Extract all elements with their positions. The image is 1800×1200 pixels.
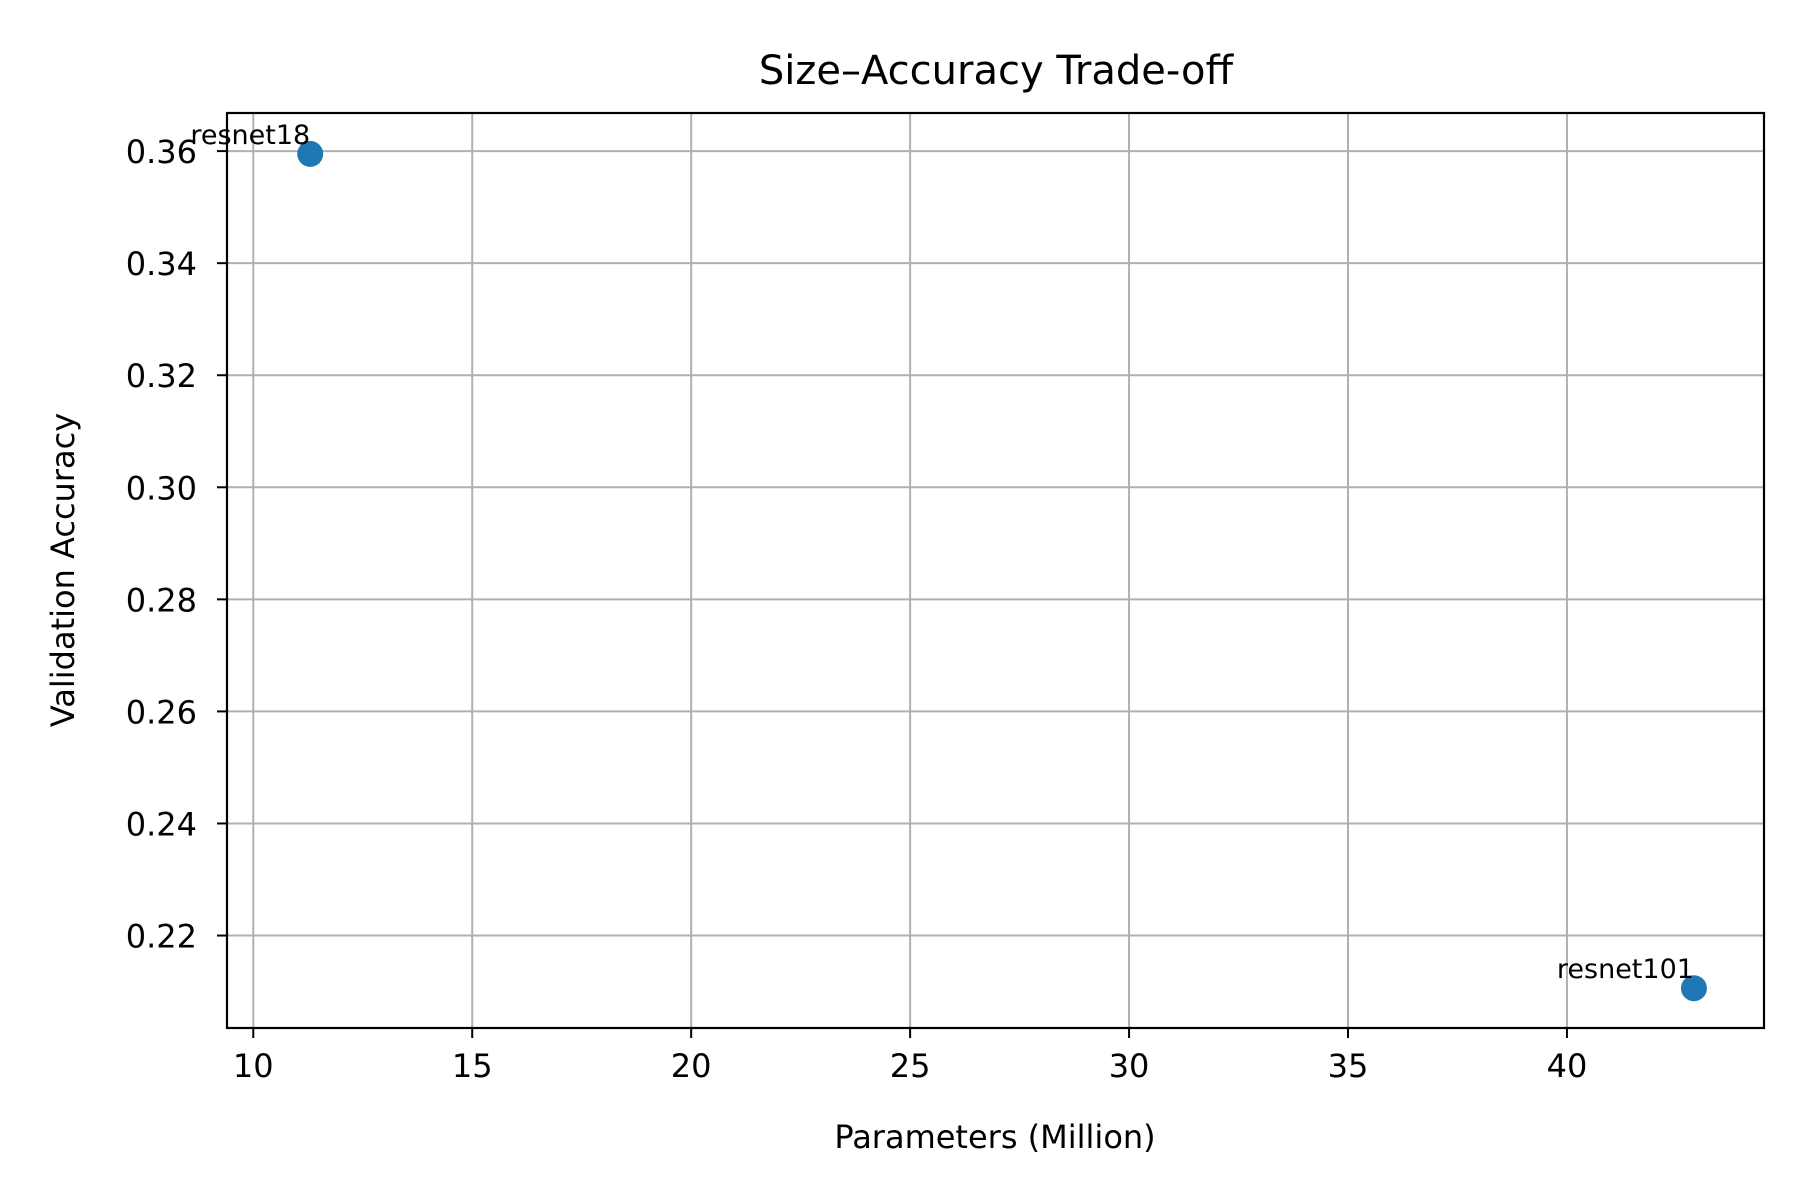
data-point-resnet18 xyxy=(297,140,324,167)
y-tick-label: 0.32 xyxy=(126,357,197,395)
y-tick-label: 0.34 xyxy=(126,245,197,283)
data-point-resnet101 xyxy=(1680,975,1707,1002)
y-axis-label: Validation Accuracy xyxy=(44,413,82,727)
data-point-label: resnet101 xyxy=(1557,954,1694,985)
plot-frame xyxy=(225,111,1766,1030)
y-tick-label: 0.36 xyxy=(126,133,197,171)
x-axis-label: Parameters (Million) xyxy=(834,1118,1155,1156)
x-tick-label: 30 xyxy=(1109,1047,1150,1085)
x-tick-label: 20 xyxy=(671,1047,712,1085)
x-tick-label: 40 xyxy=(1547,1047,1588,1085)
x-tick-label: 15 xyxy=(452,1047,493,1085)
y-tick-label: 0.26 xyxy=(126,693,197,731)
y-tick-label: 0.24 xyxy=(126,805,197,843)
ticks-layer: 10 15 20 25 30 35 40 0.22 0.24 0.26 0.28 0.30 0.32 0.… xyxy=(126,133,1588,1085)
points-layer: resnet18 resnet101 xyxy=(190,120,1707,1002)
x-tick-label: 25 xyxy=(890,1047,931,1085)
y-tick-label: 0.22 xyxy=(126,918,197,956)
data-point-label: resnet18 xyxy=(190,120,310,151)
y-tick-label: 0.28 xyxy=(126,581,197,619)
y-tick-label: 0.30 xyxy=(126,469,197,507)
grid-layer xyxy=(227,113,1764,1028)
x-tick-label: 10 xyxy=(233,1047,274,1085)
x-tick-label: 35 xyxy=(1328,1047,1369,1085)
chart-title: Size–Accuracy Trade-off xyxy=(759,48,1235,94)
